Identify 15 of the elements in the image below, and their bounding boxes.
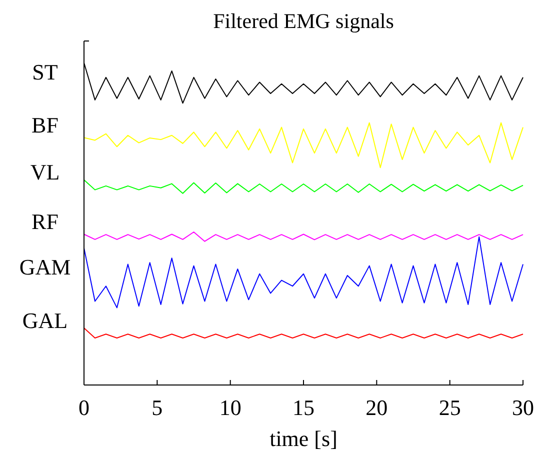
x-tick-label: 15 <box>292 395 314 420</box>
series-label: BF <box>32 112 58 138</box>
x-tick-label: 5 <box>152 395 163 420</box>
series-label: GAM <box>19 254 71 280</box>
x-axis-title: time [s] <box>270 426 338 451</box>
x-tick-label: 20 <box>366 395 388 420</box>
series-label: ST <box>32 60 58 85</box>
series-label: GAL <box>22 308 68 333</box>
chart-title: Filtered EMG signals <box>213 9 394 33</box>
series-label: VL <box>30 160 60 185</box>
x-tick-label: 25 <box>438 395 461 420</box>
x-tick-label: 0 <box>78 395 90 420</box>
x-tick-label: 30 <box>512 395 534 420</box>
x-tick-label: 10 <box>219 395 242 420</box>
series-label: RF <box>32 208 58 234</box>
